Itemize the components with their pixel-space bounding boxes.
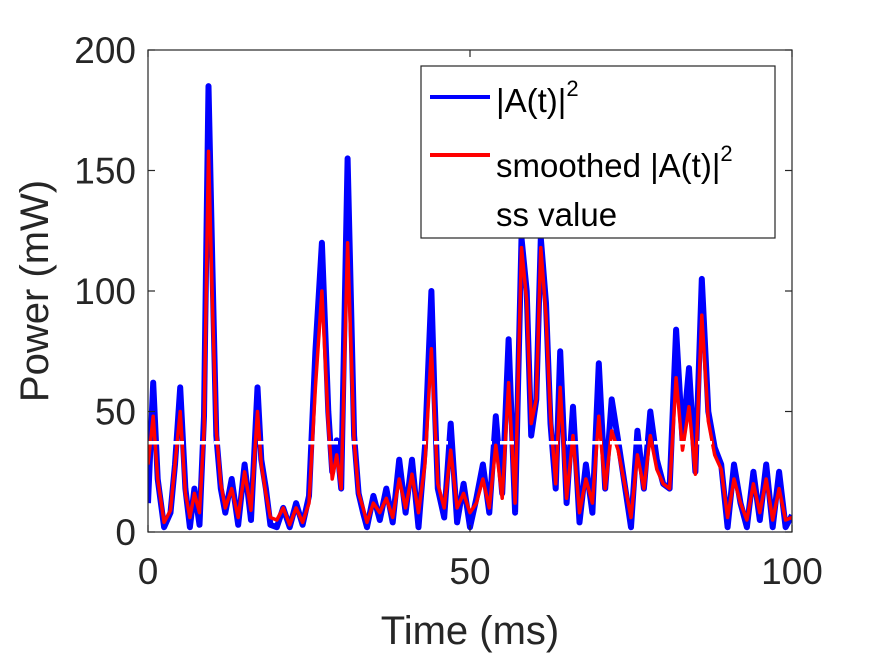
series-layer — [148, 83, 792, 531]
y-axis-label: Power (mW) — [13, 180, 57, 402]
y-tick-label-1: 50 — [95, 392, 136, 433]
y-tick-label-2: 100 — [74, 271, 136, 312]
y-tick-label-4: 200 — [74, 30, 136, 71]
legend: |A(t)|2 smoothed |A(t)|2 ss value — [420, 65, 776, 239]
ticks-layer — [147, 49, 793, 533]
y-tick-label-0: 0 — [115, 512, 136, 553]
legend-label-ss-value: ss value — [496, 196, 617, 233]
x-tick-label-0: 0 — [138, 551, 159, 592]
tick-labels: 0 50 100 0 50 100 150 200 — [74, 30, 823, 592]
y-tick-label-3: 150 — [74, 151, 136, 192]
legend-box — [420, 65, 776, 239]
x-axis-label: Time (ms) — [381, 609, 559, 653]
legend-label-smoothed: smoothed |A(t)|2 — [496, 141, 733, 184]
legend-label-abs-a: |A(t)|2 — [496, 76, 579, 119]
x-tick-label-2: 100 — [761, 551, 823, 592]
x-tick-label-1: 50 — [449, 551, 490, 592]
series-line-1 — [148, 149, 792, 527]
